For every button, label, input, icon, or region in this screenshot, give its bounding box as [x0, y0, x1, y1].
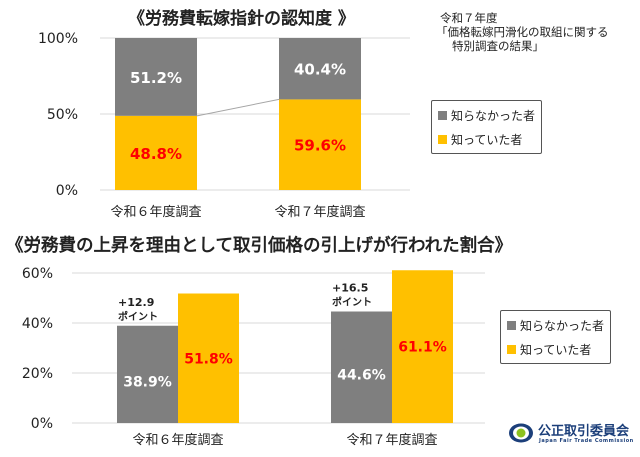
legend-item-aware: 知っていた者	[438, 127, 535, 151]
y-tick-label: 40%	[22, 316, 53, 332]
legend-label: 知らなかった者	[451, 108, 536, 123]
bar-unaware	[117, 325, 178, 423]
increase-annotation-unit: ポイント	[118, 310, 158, 323]
legend-label: 知っていた者	[520, 342, 592, 357]
data-label-aware: 51.8%	[184, 351, 233, 367]
increase-annotation: +16.5	[332, 282, 368, 295]
data-label-unaware: 40.4%	[294, 61, 346, 79]
logo-name: 公正取引委員会	[538, 424, 630, 439]
legend-swatch-gray	[438, 110, 447, 120]
chart1-awareness: 0% 50% 100% 48.8% 51.2% 令和６年度調査 59.6% 40.4% 令和７年…	[38, 31, 410, 220]
legend-item-unaware: 知らなかった者	[507, 313, 604, 337]
legend-swatch-yellow	[507, 344, 516, 354]
bar-aware	[392, 270, 453, 423]
chart2-title: 《労務費の上昇を理由として取引価格の引上げが行われた割合》	[6, 236, 513, 256]
increase-annotation: +12.9	[118, 296, 154, 309]
logo-subtitle: Japan Fair Trade Commission	[539, 438, 634, 444]
legend-swatch-yellow	[438, 134, 447, 144]
x-category-label: 令和６年度調査	[132, 432, 223, 448]
x-category-label: 令和７年度調査	[274, 204, 365, 220]
jftc-emblem-icon	[509, 423, 533, 443]
y-tick-label: 100%	[38, 31, 78, 47]
source-note-line3: 特別調査の結果」	[452, 39, 544, 53]
bar-aware	[115, 115, 197, 190]
data-label-aware: 48.8%	[130, 145, 182, 163]
y-tick-label: 60%	[22, 266, 53, 282]
legend-swatch-gray	[507, 320, 516, 330]
chart2-legend: 知らなかった者 知っていた者	[500, 310, 612, 364]
source-note-line1: 令和７年度	[440, 11, 498, 25]
bar-unaware	[115, 38, 197, 116]
data-label-aware: 61.1%	[398, 340, 447, 356]
chart2-price-increase: 0%20%40%60%38.9%51.8%+12.9ポイント令和６年度調査44.…	[22, 266, 485, 448]
legend-label: 知らなかった者	[520, 318, 605, 333]
chart1-title: 《労務費転嫁指針の認知度 》	[128, 9, 355, 29]
jftc-logo: 公正取引委員会 Japan Fair Trade Commission	[508, 420, 638, 450]
data-label-unaware: 51.2%	[130, 69, 182, 87]
source-note-line2: 「価格転嫁円滑化の取組に関する	[436, 25, 609, 39]
data-label-aware: 59.6%	[294, 137, 346, 155]
y-tick-label: 50%	[47, 107, 78, 123]
increase-annotation-unit: ポイント	[332, 296, 372, 309]
bar-unaware	[331, 311, 392, 423]
data-label-unaware: 44.6%	[337, 367, 386, 383]
bar-unaware	[279, 38, 361, 100]
chart1-legend: 知らなかった者 知っていた者	[431, 100, 543, 154]
x-category-label: 令和６年度調査	[110, 204, 201, 220]
bar-aware	[178, 293, 239, 423]
source-note: 令和７年度 「価格転嫁円滑化の取組に関する 特別調査の結果」	[436, 11, 609, 53]
x-category-label: 令和７年度調査	[346, 432, 437, 448]
data-label-unaware: 38.9%	[123, 374, 172, 390]
y-tick-label: 20%	[22, 366, 53, 382]
y-tick-label: 0%	[31, 416, 53, 432]
y-tick-label: 0%	[56, 183, 78, 199]
legend-item-aware: 知っていた者	[507, 337, 604, 361]
legend-label: 知っていた者	[451, 132, 523, 147]
bar-aware	[279, 99, 361, 190]
series-connector-line	[196, 98, 280, 117]
legend-item-unaware: 知らなかった者	[438, 103, 535, 127]
